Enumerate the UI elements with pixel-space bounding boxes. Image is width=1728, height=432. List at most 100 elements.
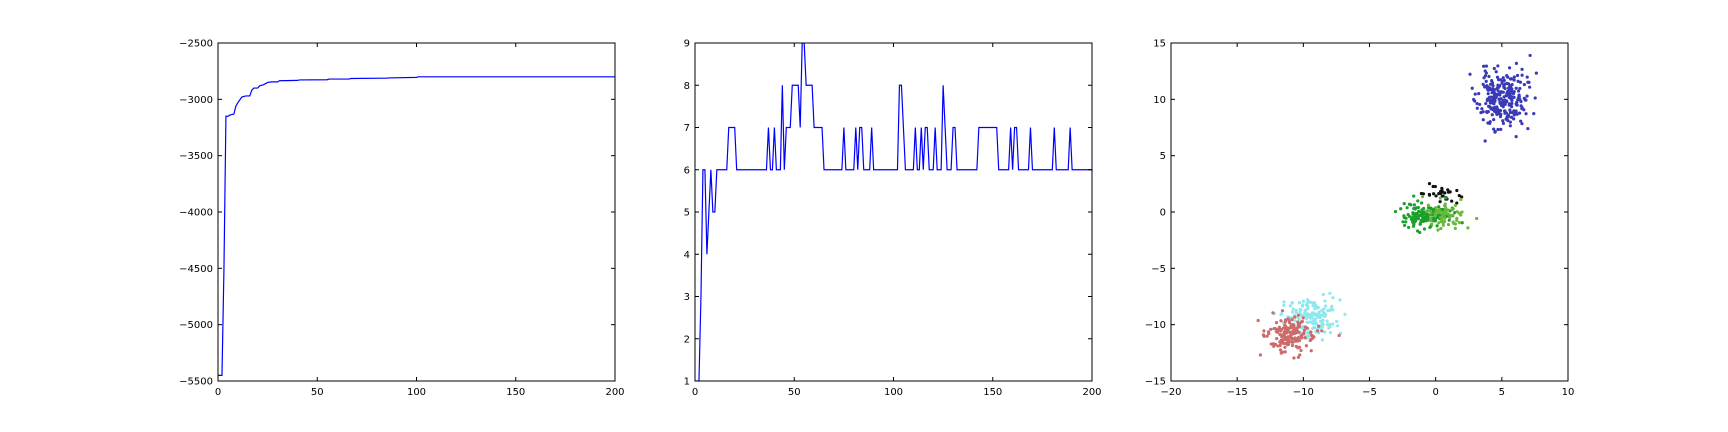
scatter-point — [1300, 333, 1304, 337]
scatter-point — [1441, 223, 1445, 227]
scatter-point — [1279, 312, 1284, 316]
y-tick-label: −5000 — [179, 320, 213, 331]
x-tick-label: 10 — [1562, 387, 1575, 398]
scatter-point — [1455, 210, 1459, 214]
scatter-point — [1443, 204, 1447, 208]
scatter-point — [1516, 96, 1521, 100]
scatter-point — [1326, 309, 1330, 313]
scatter-point — [1499, 127, 1503, 131]
scatter-point — [1343, 312, 1347, 316]
scatter-point — [1312, 311, 1316, 315]
scatter-point — [1313, 317, 1317, 321]
scatter-point — [1520, 122, 1524, 126]
scatter-point — [1460, 210, 1464, 214]
scatter-point — [1298, 353, 1302, 357]
scatter-point — [1306, 320, 1310, 324]
y-tick-label: −3000 — [179, 95, 213, 106]
scatter-point — [1479, 111, 1483, 115]
scatter-point — [1512, 117, 1516, 121]
scatter-point — [1420, 208, 1424, 212]
scatter-point — [1519, 99, 1523, 104]
scatter-point — [1403, 223, 1407, 228]
scatter-point — [1515, 103, 1519, 107]
scatter-point — [1496, 64, 1500, 68]
scatter-point — [1321, 292, 1325, 297]
scatter-point — [1409, 217, 1414, 221]
scatter-point — [1532, 112, 1536, 116]
scatter-point — [1492, 66, 1496, 71]
scatter-point — [1429, 218, 1433, 223]
scatter-point — [1433, 213, 1438, 217]
scatter-point — [1508, 108, 1512, 112]
scatter-point — [1483, 69, 1487, 73]
scatter-point — [1299, 308, 1303, 312]
scatter-point — [1323, 299, 1327, 303]
scatter-point — [1290, 301, 1294, 305]
scatter-point — [1291, 310, 1295, 314]
scatter-point — [1315, 313, 1319, 317]
scatter-point — [1470, 86, 1474, 90]
scatter-point — [1495, 86, 1500, 90]
x-tick-label: 50 — [788, 387, 801, 398]
scatter-point — [1442, 212, 1446, 216]
x-tick-label: −5 — [1362, 387, 1377, 398]
scatter-point — [1510, 98, 1514, 102]
scatter-point — [1316, 329, 1320, 333]
scatter-point — [1299, 348, 1303, 353]
scatter-point — [1453, 203, 1458, 208]
cluster-0 — [1468, 53, 1538, 143]
scatter-point — [1282, 331, 1286, 335]
scatter-point — [1331, 322, 1335, 326]
scatter-point — [1488, 120, 1492, 124]
scatter-point — [1500, 81, 1504, 85]
scatter-point — [1433, 184, 1437, 189]
scatter-point — [1510, 91, 1514, 95]
scatter-point — [1288, 304, 1292, 308]
scatter-point — [1320, 313, 1325, 317]
scatter-point — [1453, 211, 1457, 215]
scatter-point — [1324, 304, 1328, 308]
scatter-point — [1491, 87, 1495, 91]
y-tick-label: 0 — [1160, 208, 1166, 219]
scatter-point — [1484, 64, 1489, 68]
scatter-point — [1282, 300, 1286, 304]
scatter-point — [1306, 335, 1310, 339]
scatter-point — [1504, 117, 1508, 121]
scatter-point — [1459, 213, 1463, 217]
scatter-point — [1502, 78, 1506, 83]
scatter-point — [1417, 210, 1421, 214]
plot-area — [695, 43, 1092, 381]
scatter-point — [1286, 341, 1290, 345]
scatter-point — [1502, 84, 1506, 88]
scatter-point — [1416, 217, 1420, 221]
scatter-point — [1503, 111, 1507, 115]
y-tick-label: −5 — [1151, 264, 1166, 275]
scatter-point — [1524, 112, 1528, 116]
scatter-point — [1515, 112, 1519, 116]
scatter-point — [1507, 89, 1511, 94]
scatter-point — [1393, 209, 1398, 214]
scatter-point — [1279, 338, 1283, 342]
scatter-point — [1534, 71, 1538, 75]
scatter-point — [1506, 113, 1511, 117]
y-tick-label: 7 — [684, 123, 690, 134]
x-tick-label: 0 — [692, 387, 698, 398]
scatter-point — [1258, 353, 1262, 357]
scatter-point — [1501, 76, 1505, 80]
scatter-point — [1310, 333, 1314, 337]
scatter-point — [1525, 94, 1529, 98]
scatter-point — [1486, 85, 1490, 89]
scatter-point — [1483, 139, 1487, 143]
scatter-point — [1514, 135, 1518, 139]
scatter-point — [1453, 226, 1457, 230]
scatter-point — [1299, 320, 1304, 324]
scatter-point — [1478, 102, 1482, 107]
scatter-point — [1330, 304, 1334, 308]
scatter-point — [1297, 301, 1302, 305]
scatter-point — [1290, 343, 1295, 348]
scatter-point — [1481, 82, 1485, 86]
scatter-point — [1338, 298, 1342, 302]
scatter-point — [1528, 53, 1532, 58]
scatter-point — [1432, 192, 1436, 196]
scatter-point — [1473, 92, 1477, 96]
